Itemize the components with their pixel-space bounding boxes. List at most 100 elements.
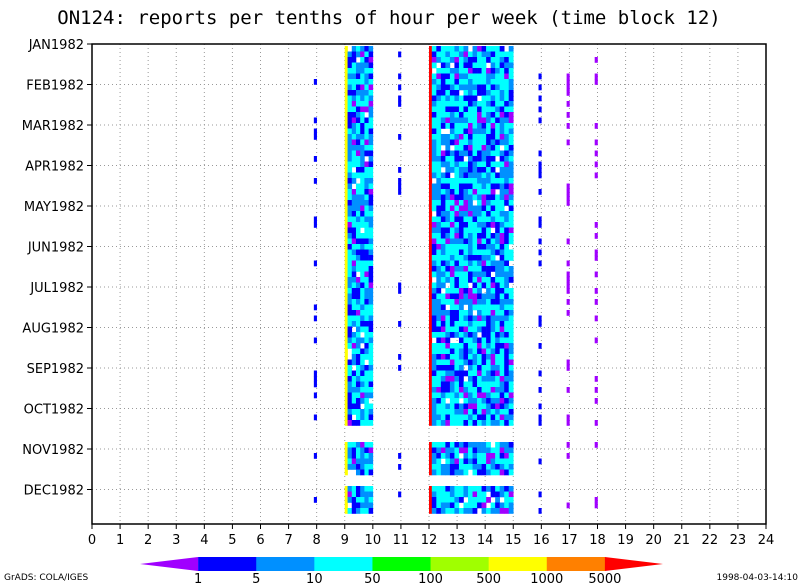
heatmap-cell [347, 95, 353, 102]
heatmap-cell [436, 398, 442, 404]
heatmap-cell [508, 106, 514, 113]
heatmap-cell [486, 497, 491, 503]
heatmap-cell [508, 409, 514, 415]
heatmap-cell [449, 304, 455, 311]
heatmap-cell [504, 332, 510, 338]
heatmap-cell [481, 337, 487, 344]
heatmap-cell [454, 238, 460, 245]
heatmap-cell [429, 282, 433, 289]
heatmap-cell [472, 90, 478, 96]
heatmap-cell [566, 101, 570, 107]
heatmap-cell [436, 453, 442, 459]
heatmap-cell [431, 216, 437, 223]
heatmap-cell [486, 95, 491, 102]
heatmap-cell [398, 288, 402, 294]
heatmap-cell [486, 68, 491, 74]
heatmap-cell [504, 189, 510, 195]
heatmap-cell [436, 337, 442, 344]
heatmap-cell [477, 370, 482, 377]
heatmap-cell [360, 359, 365, 366]
heatmap-cell [477, 128, 482, 135]
heatmap-cell [360, 128, 365, 135]
heatmap-cell [454, 79, 460, 85]
heatmap-cell [458, 178, 464, 184]
heatmap-cell [495, 68, 500, 74]
heatmap-cell [364, 370, 369, 377]
heatmap-cell [499, 172, 505, 179]
heatmap-cell [364, 398, 369, 404]
heatmap-cell [458, 205, 464, 212]
heatmap-cell [355, 469, 361, 476]
heatmap-cell [347, 299, 353, 305]
heatmap-cell [368, 112, 374, 118]
heatmap-cell [347, 277, 353, 283]
heatmap-cell [436, 172, 442, 179]
heatmap-cell [495, 112, 500, 118]
x-tick-label: 17 [561, 533, 578, 548]
heatmap-cell [440, 332, 446, 338]
heatmap-cell [566, 442, 570, 448]
heatmap-cell [477, 414, 482, 421]
heatmap-cell [458, 293, 464, 300]
heatmap-cell [508, 271, 514, 278]
heatmap-cell [454, 403, 460, 410]
heatmap-cell [463, 332, 469, 338]
heatmap-cell [344, 194, 348, 201]
heatmap-cell [351, 112, 357, 118]
heatmap-cell [360, 321, 365, 327]
heatmap-cell [472, 348, 478, 355]
heatmap-cell [472, 189, 478, 195]
heatmap-cell [468, 244, 473, 250]
heatmap-cell [344, 266, 348, 272]
heatmap-cell [504, 156, 510, 162]
heatmap-cell [431, 293, 437, 300]
heatmap-cell [355, 200, 361, 206]
heatmap-cell [364, 68, 369, 74]
heatmap-cell [458, 392, 464, 399]
heatmap-cell [436, 90, 442, 96]
colorbar-segment [430, 557, 490, 571]
heatmap-cell [368, 332, 374, 338]
heatmap-cell [454, 376, 460, 382]
heatmap-cell [436, 101, 442, 107]
heatmap-cell [449, 68, 455, 74]
heatmap-cell [347, 491, 353, 498]
y-tick-label: APR1982 [25, 160, 84, 175]
heatmap-cell [458, 255, 464, 261]
heatmap-cell [360, 348, 365, 355]
heatmap-cell [436, 216, 442, 223]
heatmap-cell [504, 354, 510, 360]
heatmap-cell [508, 453, 514, 459]
heatmap-cell [486, 238, 491, 245]
heatmap-cell [499, 139, 505, 146]
heatmap-cell [440, 161, 446, 168]
heatmap-cell [445, 112, 451, 118]
heatmap-cell [436, 128, 442, 135]
heatmap-cell [458, 348, 464, 355]
heatmap-cell [504, 233, 510, 239]
heatmap-cell [440, 211, 446, 217]
heatmap-cell [458, 222, 464, 228]
heatmap-cell [347, 315, 353, 322]
heatmap-cell [594, 420, 598, 426]
heatmap-cell [495, 299, 500, 305]
heatmap-cell [486, 304, 491, 311]
heatmap-cell [351, 387, 357, 393]
heatmap-cell [431, 260, 437, 267]
heatmap-cell [347, 337, 353, 344]
heatmap-cell [504, 381, 510, 388]
y-tick-label: FEB1982 [26, 79, 84, 94]
heatmap-cell [440, 447, 446, 454]
heatmap-cell [445, 139, 451, 146]
heatmap-cell [360, 458, 365, 465]
heatmap-cell [468, 453, 473, 459]
heatmap-cell [458, 326, 464, 333]
heatmap-cell [429, 277, 433, 283]
heatmap-cell [436, 310, 442, 316]
heatmap-cell [468, 458, 473, 465]
heatmap-cell [449, 51, 455, 58]
heatmap-cell [499, 409, 505, 415]
x-tick-label: 24 [758, 533, 775, 548]
heatmap-cell [355, 453, 361, 459]
heatmap-cell [463, 502, 469, 509]
